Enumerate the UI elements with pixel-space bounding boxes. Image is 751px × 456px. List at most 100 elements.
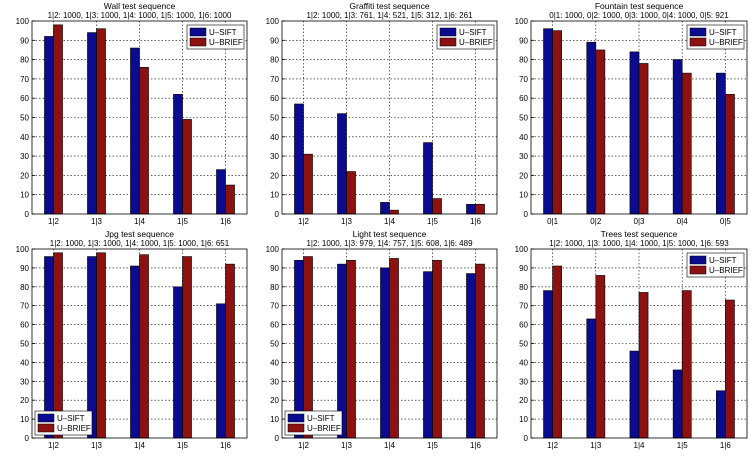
x-tick-label: 1|3 bbox=[341, 441, 353, 450]
legend-label: U–BRIEF bbox=[459, 38, 493, 47]
y-tick-label: 90 bbox=[270, 264, 279, 273]
bar-u-brief bbox=[681, 290, 692, 439]
bar-u-brief bbox=[389, 258, 399, 439]
y-tick-label: 80 bbox=[20, 283, 29, 292]
bar-u-sift bbox=[294, 103, 304, 215]
axes-box bbox=[31, 248, 248, 439]
chart-subtitle: 1|2: 1000, 1|3: 761, 1|4: 521, 1|5: 312,… bbox=[306, 11, 473, 20]
y-tick-label: 40 bbox=[519, 133, 528, 142]
y-tick-label: 50 bbox=[519, 340, 528, 349]
bar-u-sift bbox=[629, 51, 640, 215]
y-tick-label: 20 bbox=[270, 171, 279, 180]
bar-u-sift bbox=[716, 390, 726, 439]
x-tick-label: 1|6 bbox=[470, 441, 482, 450]
bar-u-sift bbox=[44, 36, 54, 215]
y-tick-label: 50 bbox=[20, 340, 29, 349]
bar-u-brief bbox=[139, 254, 149, 439]
y-tick-label: 50 bbox=[270, 340, 279, 349]
y-tick-label: 0 bbox=[524, 210, 529, 219]
y-tick-label: 0 bbox=[25, 434, 30, 443]
bar-u-brief bbox=[552, 30, 562, 215]
y-tick-label: 30 bbox=[270, 152, 279, 161]
bar-u-brief bbox=[725, 299, 735, 439]
y-tick-label: 60 bbox=[270, 321, 279, 330]
chart-subtitle: 1|2: 1000, 1|3: 1000, 1|4: 1000, 1|5: 10… bbox=[48, 11, 232, 20]
bar-u-brief bbox=[725, 94, 735, 215]
legend-label: U–BRIEF bbox=[709, 266, 743, 275]
x-tick-label: 1|2 bbox=[547, 441, 559, 450]
bar-u-sift bbox=[423, 271, 433, 439]
y-tick-label: 70 bbox=[519, 302, 528, 311]
chart-title: Jpg test sequence bbox=[105, 229, 174, 239]
legend-label: U–SIFT bbox=[709, 28, 737, 37]
bar-u-sift bbox=[672, 369, 683, 439]
bar-u-brief bbox=[638, 292, 649, 439]
x-tick-label: 0|3 bbox=[634, 217, 646, 226]
axes-box bbox=[281, 20, 498, 215]
chart-subtitle: 1|2: 1000, 1|3: 1000, 1|4: 1000, 1|5: 10… bbox=[50, 239, 230, 248]
bar-u-sift bbox=[87, 32, 97, 215]
bar-u-brief bbox=[595, 275, 606, 439]
legend-swatch bbox=[689, 37, 707, 47]
x-tick-label: 1|5 bbox=[677, 441, 689, 450]
y-tick-label: 90 bbox=[20, 264, 29, 273]
y-tick-label: 80 bbox=[20, 56, 29, 65]
y-tick-label: 40 bbox=[270, 358, 279, 367]
bar-u-sift bbox=[543, 28, 553, 215]
bar-u-brief bbox=[681, 72, 692, 215]
legend-label: U–BRIEF bbox=[307, 424, 341, 433]
y-tick-label: 60 bbox=[20, 94, 29, 103]
y-tick-label: 60 bbox=[270, 94, 279, 103]
bar-u-brief bbox=[182, 256, 192, 439]
y-tick-label: 10 bbox=[20, 415, 29, 424]
legend-swatch bbox=[689, 255, 707, 265]
bar-u-sift bbox=[586, 318, 597, 439]
x-tick-label: 1|4 bbox=[384, 441, 396, 450]
chart-panel: 0 10 20 30 40 50 60 70 80 90 100 1|2 1|3 1|4 1|5 1|6 Wal… bbox=[16, 1, 248, 226]
y-tick-label: 100 bbox=[16, 17, 30, 26]
y-tick-label: 40 bbox=[270, 133, 279, 142]
x-tick-label: 0|4 bbox=[677, 217, 689, 226]
y-tick-label: 70 bbox=[270, 302, 279, 311]
y-tick-label: 100 bbox=[266, 17, 280, 26]
bar-u-brief bbox=[53, 24, 63, 215]
legend-swatch bbox=[439, 37, 457, 47]
chart-title: Trees test sequence bbox=[601, 229, 678, 239]
legend-swatch bbox=[439, 27, 457, 37]
y-tick-label: 90 bbox=[20, 36, 29, 45]
legend-swatch bbox=[689, 265, 707, 275]
bar-u-sift bbox=[380, 267, 390, 439]
bar-u-sift bbox=[423, 142, 433, 215]
bar-u-brief bbox=[552, 265, 562, 439]
y-tick-label: 0 bbox=[25, 210, 30, 219]
x-tick-label: 1|6 bbox=[720, 441, 732, 450]
bar-u-brief bbox=[389, 209, 399, 215]
x-tick-label: 1|3 bbox=[341, 217, 353, 226]
x-tick-label: 1|4 bbox=[384, 217, 396, 226]
chart-panel: 0 10 20 30 40 50 60 70 80 90 100 0|1 0|2 0|3 0|4 0|5 Fou… bbox=[515, 1, 748, 226]
bar-u-sift bbox=[173, 94, 183, 215]
bar-u-brief bbox=[346, 171, 356, 215]
bar-u-sift bbox=[130, 265, 140, 439]
y-tick-label: 10 bbox=[20, 191, 29, 200]
bar-u-sift bbox=[337, 113, 347, 215]
bar-u-brief bbox=[182, 119, 192, 215]
chart-subtitle: 0|1: 1000, 0|2: 1000, 0|3: 1000, 0|4: 10… bbox=[549, 11, 729, 20]
legend-label: U–SIFT bbox=[57, 414, 85, 423]
y-tick-label: 90 bbox=[519, 264, 528, 273]
y-tick-label: 60 bbox=[519, 321, 528, 330]
x-tick-label: 0|1 bbox=[547, 217, 559, 226]
legend-swatch bbox=[189, 37, 207, 47]
x-tick-label: 1|2 bbox=[298, 441, 310, 450]
bar-u-sift bbox=[629, 350, 640, 439]
y-tick-label: 70 bbox=[20, 302, 29, 311]
x-tick-label: 1|2 bbox=[298, 217, 310, 226]
y-tick-label: 50 bbox=[270, 114, 279, 123]
bar-u-brief bbox=[96, 252, 106, 439]
legend-swatch bbox=[689, 27, 707, 37]
x-tick-label: 1|5 bbox=[177, 217, 189, 226]
